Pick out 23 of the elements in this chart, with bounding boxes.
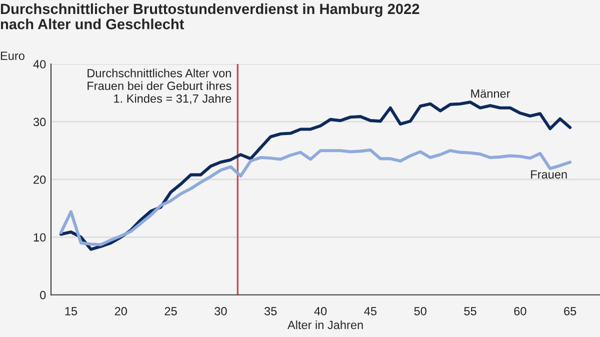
- y-axis-title: Euro: [0, 52, 24, 60]
- line-series: [59, 148, 572, 246]
- y-tick-label: 0: [40, 290, 46, 300]
- y-tick-label: 40: [33, 60, 46, 68]
- x-tick-label: 25: [164, 306, 177, 316]
- ref-line-label: Durchschnittliches Alter von Frauen bei der Geburt ihres 1. Kindes = 31,7 Jahre: [88, 68, 232, 104]
- series-label: Männer: [471, 90, 510, 98]
- y-tick-label: 30: [33, 118, 46, 126]
- series-label: Frauen: [531, 170, 567, 179]
- x-tick-label: 55: [464, 307, 476, 316]
- x-tick-label: 60: [514, 306, 526, 316]
- y-tick-label: 10: [34, 233, 46, 242]
- x-tick-label: 50: [414, 306, 426, 316]
- x-tick-label: 30: [214, 306, 227, 316]
- y-tick-label: 20: [34, 175, 46, 184]
- x-tick-label: 45: [364, 307, 376, 316]
- x-tick-label: 15: [65, 307, 78, 316]
- x-tick-label: 65: [564, 306, 576, 316]
- x-axis-title: Alter in Jahren: [287, 320, 363, 330]
- x-tick-label: 35: [264, 306, 277, 316]
- chart-title: Durchschnittlicher Bruttostundenverdienst in Hamburg 2022 nach Alter und Geschlecht: [0, 3, 420, 30]
- x-tick-label: 40: [314, 306, 327, 316]
- x-tick-label: 20: [114, 306, 127, 316]
